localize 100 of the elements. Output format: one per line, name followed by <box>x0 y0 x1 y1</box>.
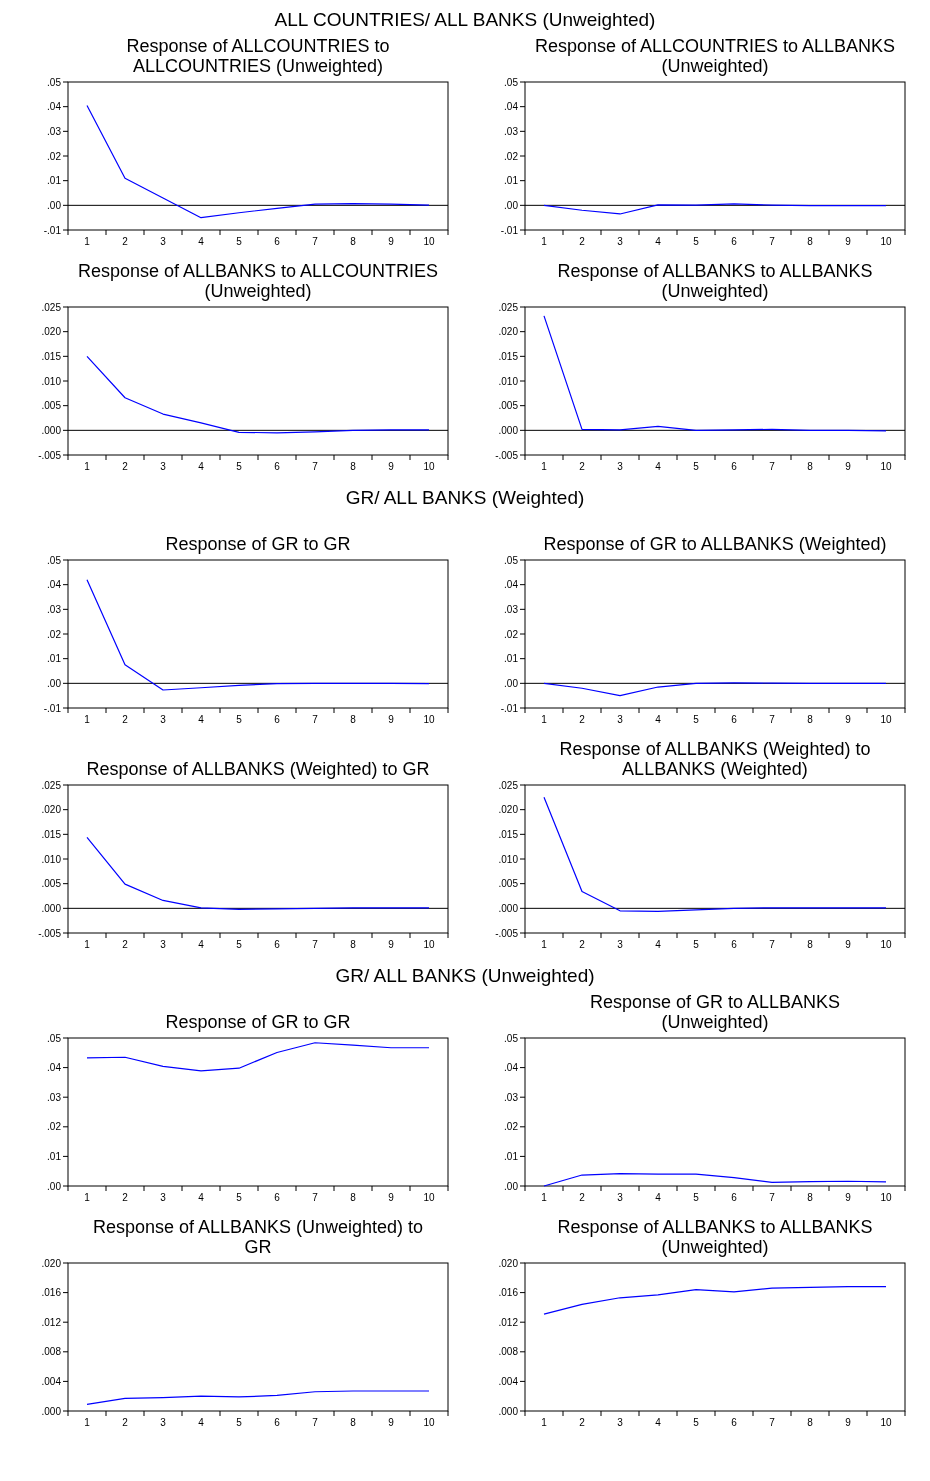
y-tick-label: .010 <box>41 375 62 387</box>
y-tick-label: -.005 <box>495 449 519 461</box>
y-tick-label: .015 <box>498 828 519 840</box>
y-tick-label: .008 <box>498 1346 519 1358</box>
x-tick-label: 5 <box>693 714 700 725</box>
x-tick-label: 1 <box>541 1417 548 1428</box>
y-tick-label: .04 <box>47 101 62 113</box>
x-tick-label: 2 <box>122 714 129 725</box>
y-tick-label: .015 <box>41 828 62 840</box>
y-tick-label: .04 <box>47 579 62 591</box>
text: GR/ ALL BANKS (Unweighted) <box>335 965 595 986</box>
x-tick-label: 9 <box>845 1417 852 1428</box>
x-tick-label: 7 <box>312 236 319 247</box>
y-tick-label: .015 <box>41 350 62 362</box>
y-tick-label: .000 <box>41 902 62 914</box>
y-tick-label: .03 <box>504 125 519 137</box>
x-tick-label: 8 <box>807 461 814 472</box>
x-tick-label: 2 <box>122 939 129 950</box>
x-tick-label: 2 <box>579 714 586 725</box>
x-tick-label: 8 <box>350 939 357 950</box>
x-tick-label: 10 <box>423 461 435 472</box>
y-tick-label: .01 <box>504 653 519 665</box>
y-tick-label: .000 <box>498 1405 519 1417</box>
text: GR/ ALL BANKS (Weighted) <box>345 487 585 508</box>
x-tick-label: 4 <box>198 461 205 472</box>
x-tick-label: 10 <box>423 236 435 247</box>
y-tick-label: .05 <box>504 1032 519 1044</box>
x-tick-label: 5 <box>236 1417 243 1428</box>
x-tick-label: 3 <box>617 939 624 950</box>
x-tick-label: 1 <box>84 1192 91 1203</box>
y-tick-label: .025 <box>498 301 519 313</box>
y-tick-label: .04 <box>47 1062 62 1074</box>
x-tick-label: 7 <box>769 1192 776 1203</box>
x-tick-label: 2 <box>122 1192 129 1203</box>
chart-title: Response of GR to ALLBANKS (Weighted) <box>543 534 887 554</box>
y-tick-label: .03 <box>47 603 62 615</box>
y-tick-label: .020 <box>498 326 519 338</box>
x-tick-label: 8 <box>807 1417 814 1428</box>
chart-title: Response of ALLBANKS to ALLBANKS (Unweighted) <box>557 1217 873 1257</box>
y-tick-label: .05 <box>47 1032 62 1044</box>
x-tick-label: 2 <box>579 236 586 247</box>
x-tick-label: 3 <box>617 461 624 472</box>
x-tick-label: 8 <box>350 1192 357 1203</box>
x-tick-label: 2 <box>122 1417 129 1428</box>
x-tick-label: 4 <box>655 714 662 725</box>
chart-title: Response of ALLBANKS (Weighted) to GR <box>86 759 430 779</box>
y-tick-label: .01 <box>47 1150 62 1162</box>
y-tick-label: .03 <box>504 603 519 615</box>
x-tick-label: 1 <box>84 714 91 725</box>
x-tick-label: 6 <box>274 236 281 247</box>
x-tick-label: 5 <box>693 1417 700 1428</box>
x-tick-label: 7 <box>769 1417 776 1428</box>
chart-title: Response of ALLCOUNTRIES to ALLBANKS (Unweighted) <box>534 36 896 76</box>
x-tick-label: 6 <box>731 461 738 472</box>
x-tick-label: 5 <box>236 939 243 950</box>
x-tick-label: 10 <box>880 236 892 247</box>
y-tick-label: .020 <box>41 804 62 816</box>
y-tick-label: .04 <box>504 579 519 591</box>
y-tick-label: .01 <box>504 175 519 187</box>
x-tick-label: 1 <box>84 461 91 472</box>
y-tick-label: .020 <box>498 804 519 816</box>
x-tick-label: 9 <box>388 1417 395 1428</box>
x-tick-label: 5 <box>693 461 700 472</box>
y-tick-label: -.01 <box>500 224 519 236</box>
x-tick-label: 9 <box>388 714 395 725</box>
x-tick-label: 1 <box>84 1417 91 1428</box>
x-tick-label: 1 <box>541 1192 548 1203</box>
x-tick-label: 6 <box>731 939 738 950</box>
x-tick-label: 10 <box>880 1417 892 1428</box>
y-tick-label: .000 <box>498 424 519 436</box>
x-tick-label: 8 <box>350 714 357 725</box>
y-tick-label: .01 <box>504 1150 519 1162</box>
x-tick-label: 2 <box>579 461 586 472</box>
y-tick-label: .010 <box>498 853 519 865</box>
x-tick-label: 2 <box>579 1417 586 1428</box>
y-tick-label: .005 <box>498 878 519 890</box>
x-tick-label: 9 <box>845 714 852 725</box>
x-tick-label: 4 <box>655 461 662 472</box>
x-tick-label: 2 <box>122 236 129 247</box>
x-tick-label: 3 <box>617 1417 624 1428</box>
x-tick-label: 4 <box>655 236 662 247</box>
x-tick-label: 5 <box>236 714 243 725</box>
y-tick-label: .01 <box>47 175 62 187</box>
y-tick-label: .03 <box>47 125 62 137</box>
y-tick-label: -.005 <box>38 449 62 461</box>
x-tick-label: 8 <box>807 1192 814 1203</box>
y-tick-label: .005 <box>41 400 62 412</box>
x-tick-label: 10 <box>880 1192 892 1203</box>
x-tick-label: 2 <box>579 1192 586 1203</box>
x-tick-label: 1 <box>541 461 548 472</box>
x-tick-label: 9 <box>388 461 395 472</box>
y-tick-label: .02 <box>504 1121 519 1133</box>
x-tick-label: 8 <box>350 461 357 472</box>
y-tick-label: .005 <box>498 400 519 412</box>
x-tick-label: 3 <box>160 1417 167 1428</box>
x-tick-label: 6 <box>274 714 281 725</box>
y-tick-label: .00 <box>47 1180 62 1192</box>
y-tick-label: .000 <box>41 424 62 436</box>
y-tick-label: .012 <box>498 1316 519 1328</box>
x-tick-label: 2 <box>122 461 129 472</box>
